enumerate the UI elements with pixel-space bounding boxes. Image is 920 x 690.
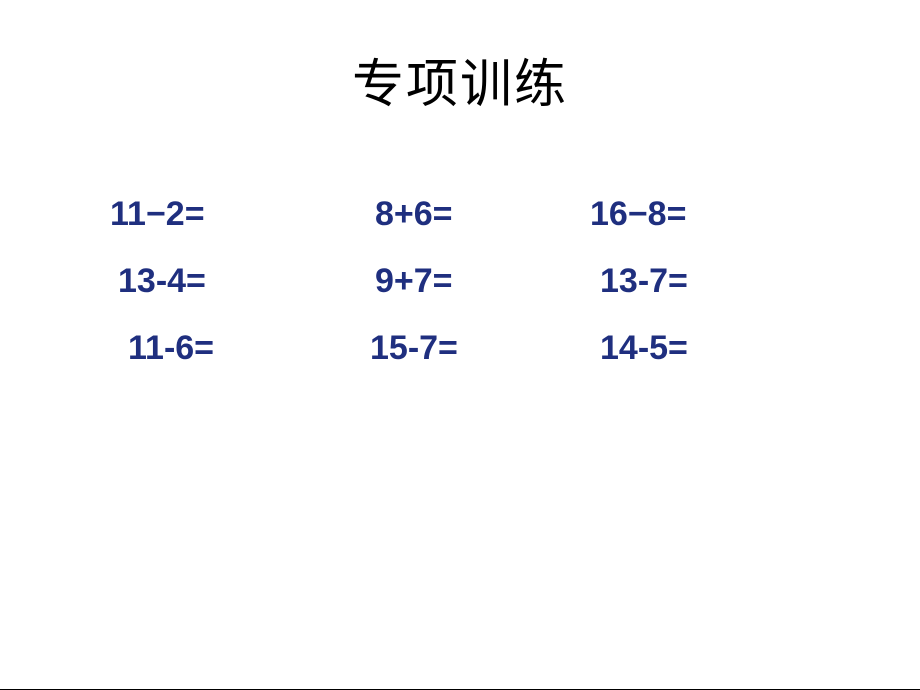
problems-grid: 11−2= 8+6= 16−8= 13-4= 9+7= 13-7= 11-6= …	[110, 195, 810, 396]
problem-row: 11−2= 8+6= 16−8=	[110, 195, 810, 234]
problem-cell: 13-7=	[590, 262, 810, 301]
problem-row: 11-6= 15-7= 14-5=	[110, 329, 810, 368]
problem-cell: 11-6=	[110, 329, 360, 368]
problem-cell: 14-5=	[590, 329, 810, 368]
problem-cell: 16−8=	[590, 195, 810, 234]
problem-cell: 11−2=	[110, 195, 360, 234]
slide-container: 专项训练 11−2= 8+6= 16−8= 13-4= 9+7= 13-7= 1…	[0, 0, 920, 690]
problem-row: 13-4= 9+7= 13-7=	[110, 262, 810, 301]
slide-title: 专项训练	[0, 42, 920, 117]
problem-cell: 9+7=	[360, 262, 590, 301]
problem-cell: 15-7=	[360, 329, 590, 368]
problem-cell: 13-4=	[110, 262, 360, 301]
problem-cell: 8+6=	[360, 195, 590, 234]
